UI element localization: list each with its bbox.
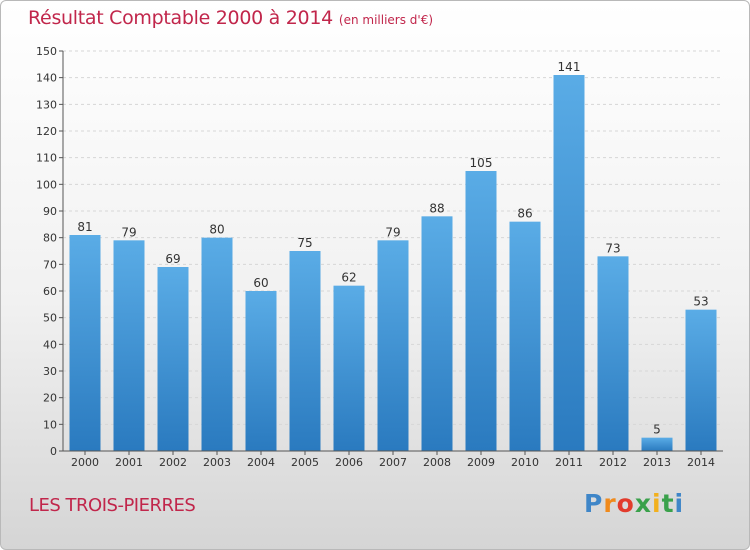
data-label: 75 [297,236,312,250]
bar-2014 [685,309,717,451]
bar-2000 [69,235,101,451]
data-label: 5 [653,423,661,437]
data-label: 141 [558,60,581,74]
data-label: 86 [517,207,532,221]
bar-2004 [245,291,277,451]
y-tick-label: 60 [43,285,57,298]
y-tick-label: 20 [43,392,57,405]
bar-2006 [333,285,365,451]
bar-2013 [641,437,673,451]
data-label: 73 [605,241,620,255]
y-tick-label: 40 [43,338,57,351]
bar-2012 [597,256,629,451]
axes: 0 10 20 30 40 50 60 70 80 90 100 110 120 130 140 150 200… [36,45,723,469]
y-tick-label: 140 [36,72,57,85]
x-tick-label: 2012 [599,456,627,469]
y-tick-label: 100 [36,178,57,191]
chart-title: Résultat Comptable 2000 à 2014 (en millie… [28,7,433,29]
x-tick-label: 2009 [467,456,495,469]
bar-2008 [421,216,453,451]
data-label: 81 [77,220,92,234]
bar-2003 [201,237,233,451]
data-label: 69 [165,252,180,266]
data-label: 62 [341,271,356,285]
y-tick-label: 0 [50,445,57,458]
data-label: 79 [385,225,400,239]
y-tick-label: 80 [43,232,57,245]
proxiti-logo: Proxiti [584,489,685,518]
data-label: 80 [209,223,224,237]
x-tick-label: 2001 [115,456,143,469]
bars: 81 79 69 80 60 75 62 79 88 105 86 141 73 5 53 [69,60,717,451]
bar-2007 [377,240,409,451]
x-tick-label: 2011 [555,456,583,469]
x-tick-label: 2002 [159,456,187,469]
bar-2001 [113,240,145,451]
bar-2005 [289,251,321,451]
y-tick-label: 130 [36,98,57,111]
data-label: 79 [121,225,136,239]
x-tick-label: 2007 [379,456,407,469]
chart-title-text: Résultat Comptable 2000 à 2014 [28,7,333,29]
y-tick-label: 30 [43,365,57,378]
x-tick-label: 2005 [291,456,319,469]
x-tick-label: 2014 [687,456,715,469]
y-tick-label: 90 [43,205,57,218]
bar-2002 [157,267,189,451]
y-tick-label: 70 [43,258,57,271]
data-label: 60 [253,276,268,290]
bar-2010 [509,221,541,451]
y-tick-label: 10 [43,418,57,431]
x-tick-label: 2003 [203,456,231,469]
x-tick-label: 2006 [335,456,363,469]
y-tick-label: 110 [36,152,57,165]
x-tick-label: 2008 [423,456,451,469]
y-tick-label: 150 [36,45,57,58]
location-name: LES TROIS-PIERRES [29,495,196,516]
x-tick-label: 2000 [71,456,99,469]
x-tick-label: 2004 [247,456,275,469]
data-label: 105 [470,156,493,170]
chart-subtitle: (en milliers d'€) [338,13,434,27]
bar-2009 [465,171,497,451]
x-tick-label: 2010 [511,456,539,469]
data-label: 53 [693,295,708,309]
data-label: 88 [429,201,444,215]
x-tick-label: 2013 [643,456,671,469]
y-tick-label: 120 [36,125,57,138]
y-tick-label: 50 [43,312,57,325]
bar-2011 [553,75,585,451]
